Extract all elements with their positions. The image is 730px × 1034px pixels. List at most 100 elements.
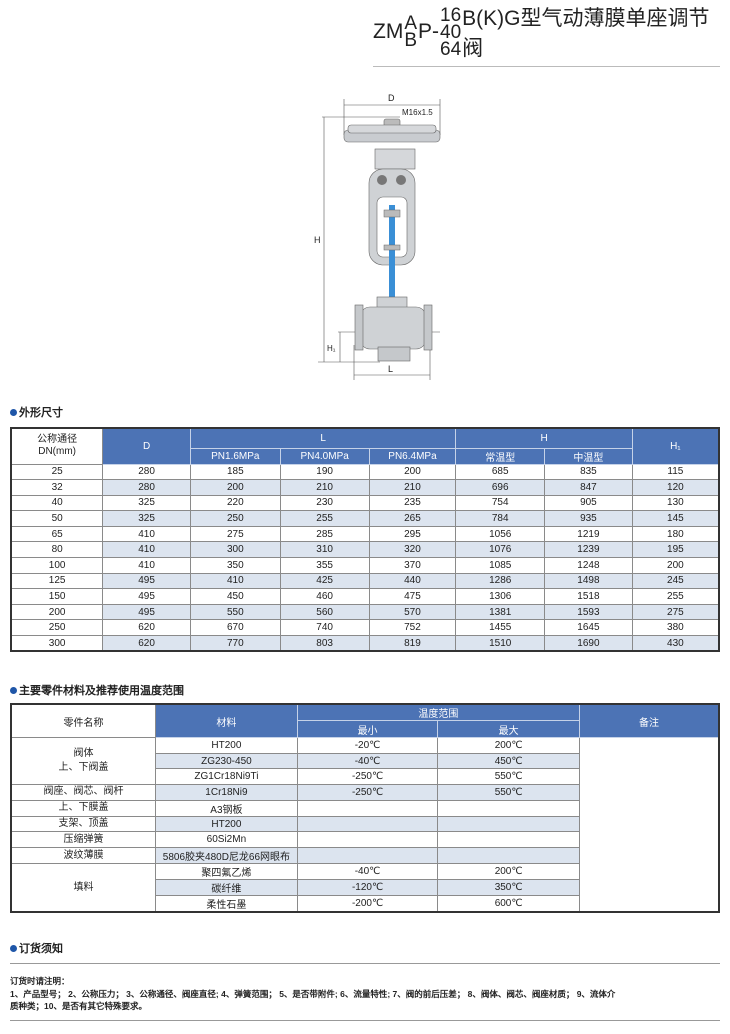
bullet-icon [10,408,17,416]
material-cell: 60Si2Mn [155,831,298,849]
order-notes-heading: 订货时请注明： [10,976,70,986]
table-cell: 696 [455,479,546,496]
max-temp-cell: 550℃ [437,768,580,786]
table-cell: 620 [102,635,191,652]
max-temp-cell: 450℃ [437,752,580,770]
table-row: 阀座、阀芯、阀杆 1Cr18Ni9 -250℃ 550℃ [10,784,719,801]
table-cell: 250 [189,510,281,527]
part-name-cell: 填料 [10,863,157,913]
table-cell: 285 [279,525,370,543]
header-part: 零件名称 [10,703,157,738]
table-row: 碳纤维 -120℃ 350℃ [11,879,719,897]
table-cell: 200 [631,557,720,574]
table-cell: 410 [189,572,281,590]
table-cell: 425 [279,572,370,590]
material-cell: 1Cr18Ni9 [155,784,298,801]
table-cell: 200 [189,479,281,496]
table-cell: 130 [631,494,720,512]
table-cell: 495 [102,572,191,590]
table-row: 压缩弹簧 60Si2Mn [10,831,719,849]
title-pressure-40: 40 [440,21,462,43]
table-cell: 754 [455,494,546,512]
bullet-icon [10,944,17,952]
header-h: H [455,427,633,449]
part-name-cell: 压缩弹簧 [10,831,157,849]
table-cell: 350 [189,557,281,574]
table-cell: 210 [368,479,457,496]
table-cell: 440 [368,572,457,590]
table-cell: 570 [368,603,457,621]
table-row: 250 620 670 740 752 1455 1645 380 [10,619,720,637]
min-temp-cell: -40℃ [296,752,439,770]
min-temp-cell: -200℃ [296,895,439,913]
max-temp-cell: 600℃ [437,895,580,913]
table-cell: 310 [279,541,370,559]
table-cell: 125 [10,572,104,590]
table-row: 填料 聚四氟乙烯 -40℃ 200℃ [10,863,719,913]
table-row: 波纹薄膜 5806胶夹480D尼龙66网眼布 [10,847,719,865]
label-thread: M16x1.5 [402,108,433,117]
table-cell: 275 [631,603,720,621]
header-material: 材料 [155,703,298,738]
table-cell: 115 [631,463,720,481]
table-cell: 905 [544,494,633,512]
table-row: 80 410 300 310 320 1076 1239 195 [10,541,720,559]
header-pn16: PN1.6MPa [189,447,281,465]
materials-table: 零件名称 材料 温度范围 备注 最小 最大 阀体 上、下阀盖 HT200 -20℃ 2… [10,703,720,914]
min-temp-cell: -20℃ [296,737,439,754]
part-name-cell: 阀体 上、下阀盖 [10,736,157,786]
table-cell: 835 [544,463,633,481]
table-cell: 150 [10,588,104,605]
table-cell: 847 [544,479,633,496]
header-d: D [102,427,191,465]
material-cell: 碳纤维 [155,879,298,897]
header-min: 最小 [296,720,439,738]
table-cell: 200 [10,603,104,621]
part-name-cell: 上、下膜盖 [10,799,157,817]
title-type-a: A [404,13,418,34]
table-cell: 195 [631,541,720,559]
header-normal-temp: 常温型 [455,447,546,465]
table-cell: 410 [102,525,191,543]
min-temp-cell [296,847,439,865]
max-temp-cell: 200℃ [437,863,580,881]
min-temp-cell: -250℃ [296,784,439,801]
table-cell: 280 [102,479,191,496]
table-cell: 325 [102,494,191,512]
label-h1: H₁ [327,344,336,353]
table-cell: 355 [279,557,370,574]
table-cell: 1056 [455,525,546,543]
title-type-b: B [404,30,418,51]
table-row: 25 280 185 190 200 685 835 115 [10,463,720,481]
table-cell: 145 [631,510,720,527]
table-cell: 475 [368,588,457,605]
table-cell: 200 [368,463,457,481]
section-order: 订货须知 [10,940,63,956]
table-cell: 320 [368,541,457,559]
table-cell: 245 [631,572,720,590]
part-name-cell: 波纹薄膜 [10,847,157,865]
table-cell: 770 [189,635,281,652]
table-cell: 460 [279,588,370,605]
table-cell: 410 [102,557,191,574]
table-cell: 325 [102,510,191,527]
header-mid-temp: 中温型 [544,447,633,465]
min-temp-cell [296,831,439,849]
title-pressure-64: 64 [440,38,462,60]
table-cell: 1239 [544,541,633,559]
max-temp-cell [437,799,580,817]
table-row: 阀体 上、下阀盖 HT200 -20℃ 200℃ [10,736,720,913]
table-cell: 819 [368,635,457,652]
min-temp-cell: -40℃ [296,863,439,881]
title-pressure-stack: 16 40 64 [440,6,462,60]
table-cell: 275 [189,525,281,543]
table-row: 65 410 275 285 295 1056 1219 180 [10,525,720,543]
header-pn40: PN4.0MPa [279,447,370,465]
table-cell: 1248 [544,557,633,574]
table-cell: 670 [189,619,281,637]
min-temp-cell [296,799,439,817]
table-cell: 300 [189,541,281,559]
table-row: 支架、顶盖 HT200 [10,815,719,833]
remark-cell [578,737,720,913]
